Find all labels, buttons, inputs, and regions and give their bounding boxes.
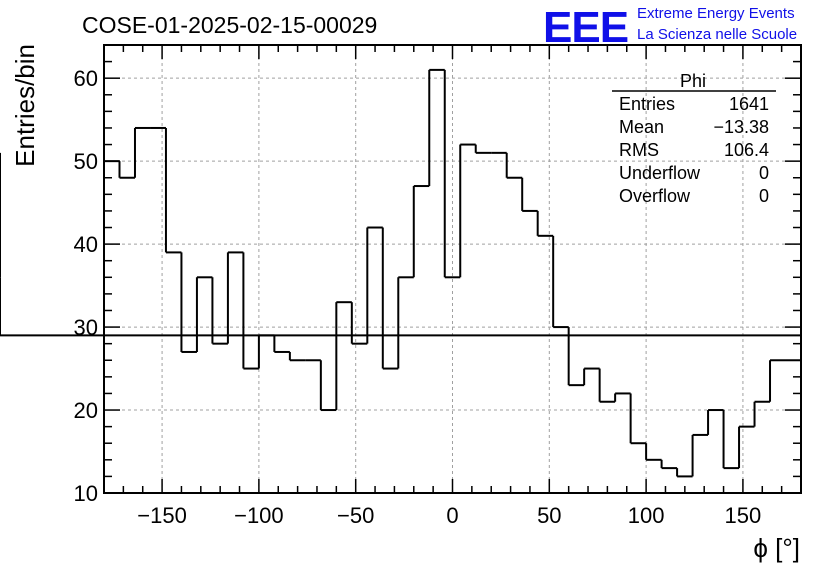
chart-title: COSE-01-2025-02-15-00029 — [82, 12, 377, 38]
y-tick-label: 10 — [74, 481, 98, 506]
y-tick-label: 40 — [74, 232, 98, 257]
y-tick-label: 30 — [74, 315, 98, 340]
grid-lines — [104, 45, 801, 493]
x-tick-label: −50 — [337, 503, 374, 528]
stats-value: −13.38 — [713, 117, 769, 137]
eee-logo: EEE Extreme Energy Events La Scienza nel… — [543, 3, 797, 52]
stats-value: 1641 — [729, 94, 769, 114]
stats-label: Underflow — [619, 163, 701, 183]
x-tick-label: 150 — [725, 503, 762, 528]
histogram-bins — [0, 68, 802, 478]
y-tick-label: 60 — [74, 66, 98, 91]
y-tick-label: 20 — [74, 398, 98, 423]
stats-rows: Entries 1641 Mean −13.38 RMS 106.4 Underflow 0 O… — [619, 94, 769, 206]
stats-label: Entries — [619, 94, 675, 114]
x-tick-label: 0 — [446, 503, 458, 528]
x-tick-label: 50 — [537, 503, 561, 528]
x-tick-label: −150 — [137, 503, 187, 528]
stats-box: Phi Entries 1641 Mean −13.38 RMS 106.4 Underfl… — [612, 71, 776, 206]
stats-value: 0 — [759, 163, 769, 183]
plot-frame — [103, 44, 802, 494]
stats-box-title: Phi — [680, 71, 706, 91]
tick-labels: −150 −100 −50 0 50 100 150 10 20 30 40 50 60 — [74, 66, 762, 528]
x-tick-label: −100 — [234, 503, 284, 528]
x-tick-label: 100 — [628, 503, 665, 528]
logo-line-1: Extreme Energy Events — [637, 5, 795, 22]
logo-mark: EEE — [543, 3, 628, 52]
y-tick-label: 50 — [74, 149, 98, 174]
x-axis-label: ϕ [°] — [753, 533, 800, 563]
y-axis-label: Entries/bin — [10, 44, 40, 167]
stats-label: RMS — [619, 140, 659, 160]
logo-line-2: La Scienza nelle Scuole — [637, 26, 797, 43]
stats-value: 106.4 — [724, 140, 769, 160]
stats-label: Mean — [619, 117, 664, 137]
stats-value: 0 — [759, 186, 769, 206]
stats-label: Overflow — [619, 186, 691, 206]
